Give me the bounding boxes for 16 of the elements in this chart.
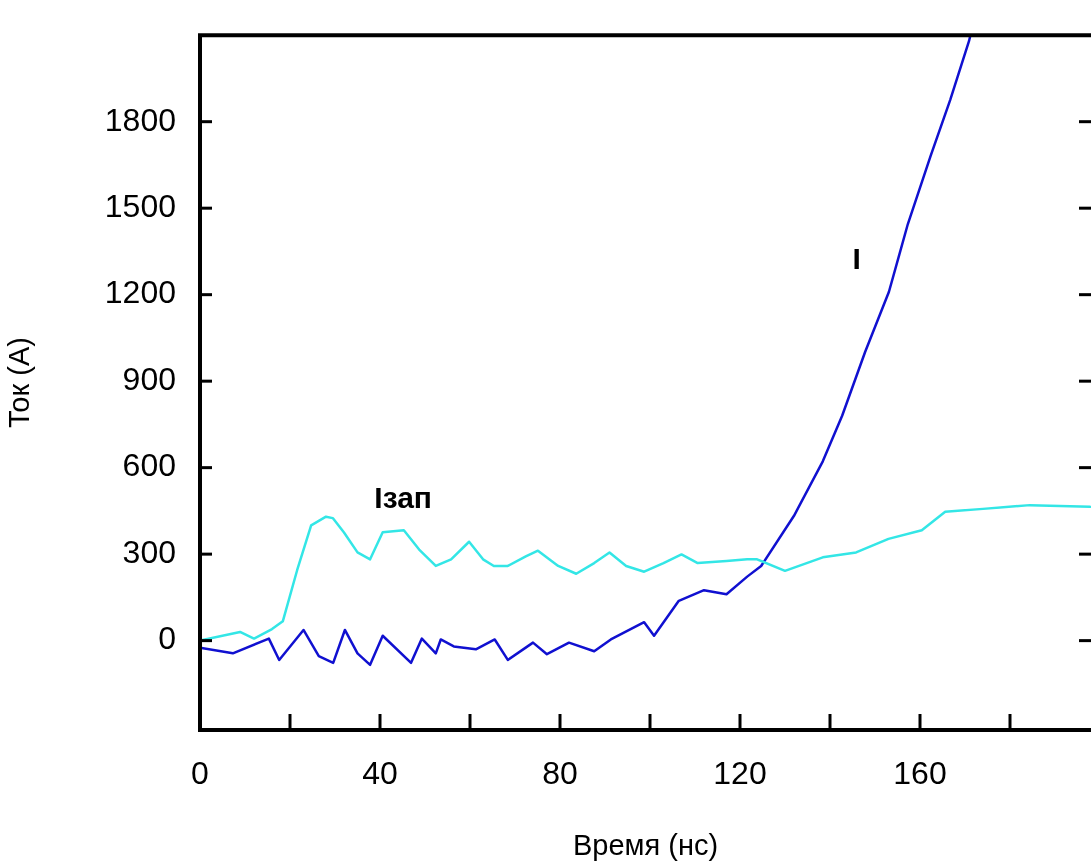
x-tick-label: 0: [191, 755, 209, 792]
annotation: Iзап: [374, 480, 432, 514]
x-tick-label: 120: [713, 755, 767, 792]
x-axis-title: Время (нс): [572, 828, 719, 861]
y-axis-title: Ток (А): [3, 337, 36, 429]
y-tick-label: 1500: [104, 188, 176, 225]
y-tick-label: 0: [158, 620, 176, 657]
y-tick-label: 900: [122, 360, 176, 397]
y-tick-label: 600: [122, 447, 176, 484]
x-tick-label: 40: [362, 755, 398, 792]
x-tick-label: 160: [893, 755, 947, 792]
y-tick-label: 1200: [104, 274, 176, 311]
x-tick-label: 80: [542, 755, 578, 792]
annotation: I: [852, 242, 861, 276]
y-tick-label: 1800: [104, 101, 176, 138]
y-tick-label: 300: [122, 533, 176, 570]
